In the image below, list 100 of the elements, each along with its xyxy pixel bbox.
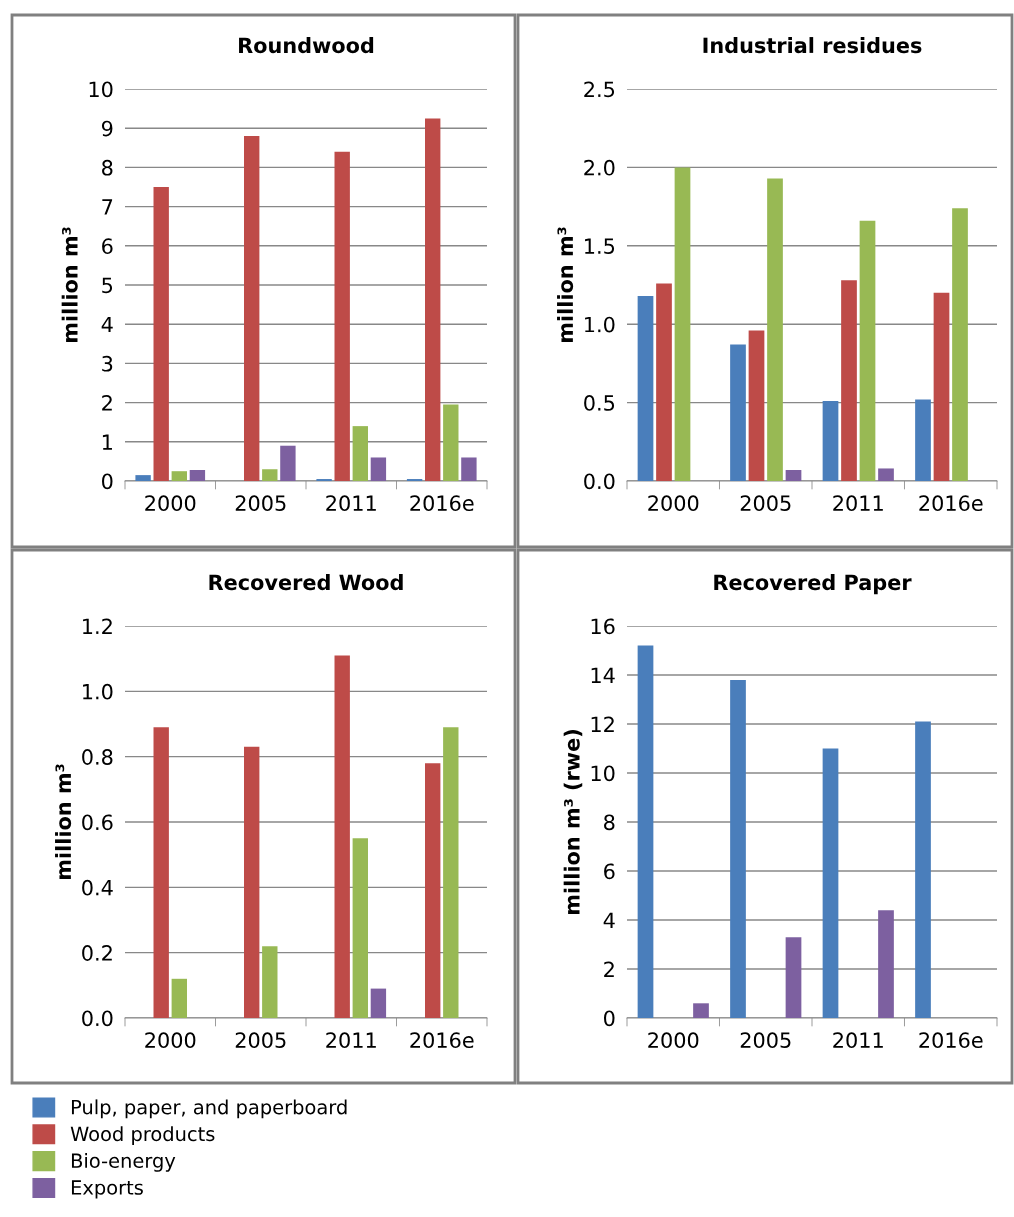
bar — [262, 469, 278, 481]
bar — [915, 721, 931, 1018]
bar — [785, 937, 802, 1018]
y-axis-title: million m³ — [55, 764, 72, 880]
bar — [637, 645, 654, 1018]
x-tick-label: 2000 — [648, 1032, 699, 1049]
x-tick-label: 2016e — [410, 495, 474, 512]
legend-label: Bio-energy — [71, 1152, 176, 1172]
bar — [334, 655, 350, 1018]
y-tick-label: 1.0 — [585, 316, 615, 333]
bar — [443, 727, 459, 1018]
bar — [425, 118, 441, 481]
bar — [262, 946, 278, 1018]
bar — [785, 470, 802, 481]
bar — [878, 468, 894, 481]
bar — [822, 748, 839, 1018]
y-tick-label: 10 — [89, 81, 113, 98]
y-tick-label: 2 — [604, 961, 614, 977]
bar — [244, 746, 260, 1018]
bar — [370, 457, 387, 481]
x-tick-label: 2005 — [740, 1032, 791, 1049]
bar — [637, 295, 654, 481]
bar — [334, 151, 350, 481]
bar — [189, 470, 206, 481]
y-tick-label: 10 — [591, 765, 615, 782]
y-axis-title: million m³ — [61, 227, 78, 343]
bar — [915, 399, 931, 481]
x-tick-label: 2011 — [833, 495, 883, 512]
chart-title: Industrial residues — [703, 37, 922, 54]
y-tick-label: 0.8 — [82, 749, 113, 765]
x-tick-label: 2005 — [740, 495, 791, 512]
x-tick-label: 2000 — [145, 1032, 196, 1049]
x-tick-label: 2005 — [235, 1032, 286, 1049]
bar — [171, 471, 187, 481]
x-tick-label: 2011 — [326, 1032, 376, 1049]
y-tick-label: 0.6 — [82, 814, 113, 831]
y-axis-title: million m³ — [557, 227, 574, 343]
bar — [693, 1003, 709, 1018]
bar — [748, 330, 765, 481]
legend-label: Pulp, paper, and paperboard — [71, 1099, 347, 1119]
bar — [933, 292, 950, 481]
y-tick-label: 1.5 — [585, 238, 615, 255]
y-axis-title: million m³ (rwe) — [563, 730, 583, 914]
bar — [656, 283, 672, 481]
y-tick-label: 3 — [102, 355, 113, 372]
y-tick-label: 0.0 — [82, 1010, 113, 1027]
y-tick-label: 9 — [101, 120, 113, 137]
y-tick-label: 0.4 — [82, 879, 113, 896]
y-tick-label: 8 — [102, 159, 113, 176]
bar — [859, 220, 876, 481]
bar — [674, 167, 691, 481]
y-tick-label: 4 — [101, 316, 113, 333]
y-tick-label: 0.2 — [82, 945, 112, 961]
y-tick-label: 2.5 — [584, 81, 615, 98]
x-tick-label: 2011 — [833, 1032, 883, 1049]
y-tick-label: 6 — [604, 863, 615, 880]
y-tick-label: 0.0 — [584, 473, 615, 490]
x-tick-label: 2000 — [145, 495, 196, 512]
chart-title: Roundwood — [239, 37, 374, 54]
x-tick-label: 2011 — [326, 495, 376, 512]
bar — [153, 727, 169, 1018]
bar — [461, 457, 477, 481]
y-tick-label: 7 — [102, 199, 113, 215]
y-tick-label: 4 — [603, 912, 615, 928]
y-tick-label: 0 — [604, 1010, 615, 1027]
x-tick-label: 2016e — [410, 1032, 474, 1049]
bar — [352, 426, 368, 481]
y-tick-label: 8 — [604, 814, 615, 831]
bar — [730, 344, 746, 481]
chart-title: Recovered Wood — [209, 574, 403, 591]
y-tick-label: 2.0 — [584, 159, 615, 176]
bar — [767, 178, 783, 481]
bar — [370, 988, 387, 1018]
y-tick-label: 0 — [102, 473, 113, 490]
y-tick-label: 16 — [591, 618, 615, 635]
bar — [171, 978, 187, 1018]
y-tick-label: 14 — [591, 667, 615, 683]
bar — [425, 763, 441, 1018]
legend-label: Exports — [71, 1180, 143, 1199]
bar — [822, 401, 839, 481]
y-tick-label: 2 — [102, 395, 112, 411]
bar — [952, 208, 968, 481]
legend-label: Wood products — [70, 1126, 215, 1145]
y-tick-label: 5 — [102, 277, 113, 294]
x-tick-label: 2016e — [919, 1032, 983, 1049]
bar — [153, 187, 169, 481]
bar — [841, 280, 857, 481]
bar — [443, 404, 459, 481]
bar — [878, 910, 894, 1018]
y-tick-label: 1.2 — [83, 618, 112, 634]
y-tick-label: 1 — [102, 434, 112, 450]
bar — [352, 838, 368, 1018]
bar — [244, 136, 260, 481]
y-tick-label: 12 — [591, 716, 614, 732]
y-tick-label: 6 — [102, 238, 113, 255]
y-tick-label: 0.5 — [584, 395, 615, 411]
bar — [730, 679, 746, 1018]
bar — [135, 475, 151, 481]
x-tick-label: 2005 — [235, 495, 286, 512]
y-tick-label: 1.0 — [83, 683, 113, 700]
